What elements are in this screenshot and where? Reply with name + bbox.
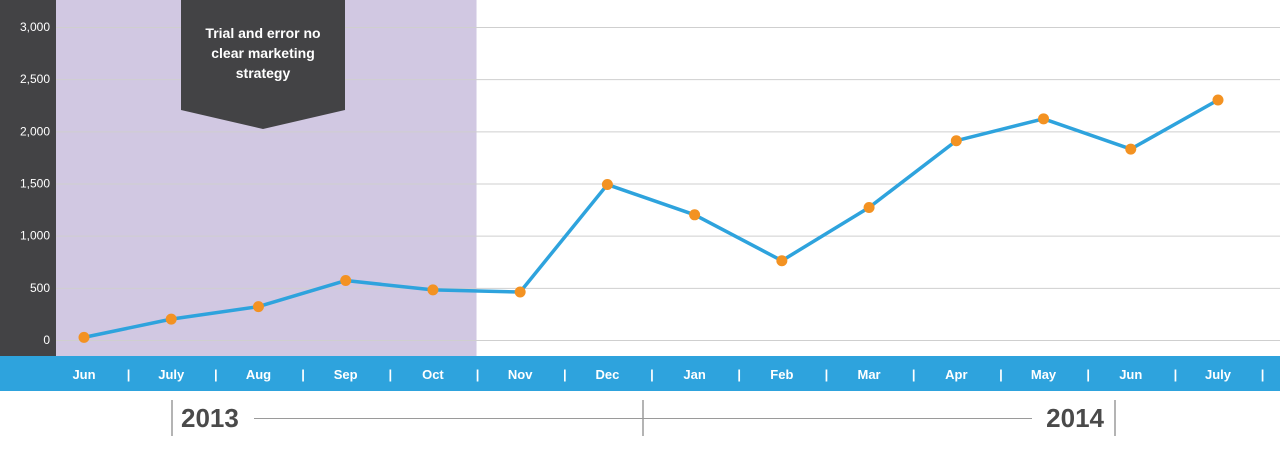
x-tick-separator: |: [825, 367, 829, 382]
y-axis-panel: [0, 0, 56, 356]
data-point-july-1: [165, 313, 177, 325]
annotation-line: strategy: [236, 65, 291, 81]
data-point-jan-7: [689, 209, 701, 221]
x-tick-separator: |: [563, 367, 567, 382]
year-label-2013: 2013: [181, 403, 239, 433]
x-tick-separator: |: [476, 367, 480, 382]
data-point-jun-0: [78, 331, 90, 343]
annotation-text: Trial and error no clear marketing strateg…: [205, 25, 320, 81]
x-tick-separator: |: [1261, 367, 1265, 382]
grid-lines: [56, 27, 1280, 341]
x-tick-label: Mar: [858, 367, 881, 382]
x-tick-separator: |: [912, 367, 916, 382]
data-point-sep-3: [340, 275, 352, 287]
x-tick-separator: |: [1174, 367, 1178, 382]
x-tick-label: Dec: [595, 367, 619, 382]
annotation-line: clear marketing: [211, 45, 315, 61]
data-point-aug-2: [252, 301, 264, 313]
y-tick-label: 2,500: [20, 72, 50, 86]
x-tick-label: Jun: [1119, 367, 1142, 382]
x-tick-label: Sep: [334, 367, 358, 382]
x-tick-separator: |: [999, 367, 1003, 382]
data-point-oct-4: [427, 284, 439, 296]
annotation-line: Trial and error no: [205, 25, 320, 41]
x-tick-separator: |: [388, 367, 392, 382]
x-tick-label: July: [158, 367, 185, 382]
y-tick-label: 3,000: [20, 20, 50, 34]
data-point-dec-6: [601, 179, 613, 191]
series-markers: [78, 94, 1224, 343]
x-tick-label: Apr: [945, 367, 967, 382]
x-tick-separator: |: [650, 367, 654, 382]
x-tick-label: Jan: [683, 367, 705, 382]
x-tick-separator: |: [127, 367, 131, 382]
data-point-july-13: [1212, 94, 1224, 106]
x-tick-separator: |: [737, 367, 741, 382]
series-line: [83, 98, 1219, 340]
y-axis-ticks: 0 500 1,000 1,500 2,000 2,500 3,000: [20, 20, 50, 347]
x-tick-label: Oct: [422, 367, 444, 382]
data-point-jun-12: [1125, 143, 1137, 155]
x-tick-label: Nov: [508, 367, 533, 382]
x-tick-separator: |: [214, 367, 218, 382]
x-tick-separator: |: [301, 367, 305, 382]
x-tick-separator: |: [1086, 367, 1090, 382]
year-brackets: 2013 2014: [171, 400, 1116, 436]
x-tick-label: Feb: [770, 367, 793, 382]
x-tick-label: May: [1031, 367, 1057, 382]
x-axis-labels: Jun | July | Aug | Sep | Oct | Nov | Dec | Jan | Feb | Mar…: [72, 367, 1264, 382]
data-point-mar-9: [863, 201, 875, 213]
annotation-callout: [181, 0, 345, 129]
y-tick-label: 2,000: [20, 124, 50, 138]
y-tick-label: 1,000: [20, 229, 50, 243]
y-tick-label: 500: [30, 281, 50, 295]
data-point-apr-10: [950, 135, 962, 147]
month-bar: [0, 356, 1280, 391]
data-point-nov-5: [514, 286, 526, 298]
x-tick-label: Aug: [246, 367, 271, 382]
y-tick-label: 1,500: [20, 177, 50, 191]
x-tick-label: Jun: [72, 367, 95, 382]
data-point-may-11: [1038, 113, 1050, 125]
x-tick-label: July: [1205, 367, 1232, 382]
year-label-2014: 2014: [1046, 403, 1104, 433]
y-tick-label: 0: [43, 333, 50, 347]
data-point-feb-8: [776, 255, 788, 267]
